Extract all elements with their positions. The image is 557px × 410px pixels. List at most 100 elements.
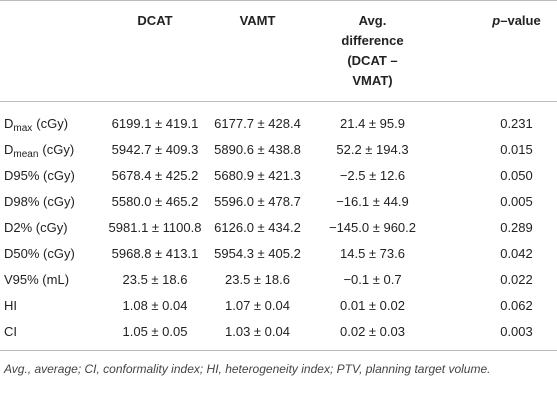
cell-text: −2.5 ± 12.6 — [339, 167, 406, 183]
table-cell: −16.1 ± 44.9 — [305, 188, 440, 214]
table-cell: −2.5 ± 12.6 — [305, 162, 440, 188]
table-cell: 5890.6 ± 438.8 — [210, 136, 305, 162]
table-row: D50% (cGy) 5968.8 ± 413.1 5954.3 ± 405.2 14… — [0, 240, 557, 266]
table-cell: 0.02 ± 0.03 — [305, 318, 440, 351]
cell-text: 0.062 — [500, 297, 533, 313]
cell-text: 5890.6 ± 438.8 — [214, 141, 301, 157]
table-cell: 14.5 ± 73.6 — [305, 240, 440, 266]
cell-text: −0.1 ± 0.7 — [343, 271, 402, 287]
table-cell: 6177.7 ± 428.4 — [210, 102, 305, 137]
header-text: Avg. difference (DCAT – VMAT) — [341, 13, 404, 88]
cell-text: 1.07 ± 0.04 — [225, 297, 290, 313]
table-row: D2% (cGy) 5981.1 ± 1100.8 6126.0 ± 434.2 −1… — [0, 214, 557, 240]
label-subscript: max — [13, 122, 33, 134]
table-cell: 0.022 — [440, 266, 557, 292]
cell-text: 0.231 — [500, 115, 533, 131]
row-label: D2% (cGy) — [0, 214, 100, 240]
row-label: D98% (cGy) — [0, 188, 100, 214]
table-cell: 5680.9 ± 421.3 — [210, 162, 305, 188]
cell-text: 1.08 ± 0.04 — [122, 297, 188, 313]
header-text: DCAT — [137, 13, 173, 28]
table-cell: 1.05 ± 0.05 — [100, 318, 210, 351]
cell-text: D50% (cGy) — [4, 245, 75, 261]
cell-text: 0.003 — [500, 323, 533, 339]
cell-text: 23.5 ± 18.6 — [225, 271, 290, 287]
table-cell: 21.4 ± 95.9 — [305, 102, 440, 137]
cell-text: 5680.9 ± 421.3 — [214, 167, 301, 183]
header-cell: p–value — [440, 0, 557, 102]
table-cell: 6199.1 ± 419.1 — [100, 102, 210, 137]
cell-text: 6126.0 ± 434.2 — [214, 219, 301, 235]
cell-text: −16.1 ± 44.9 — [336, 193, 409, 209]
table: DCAT VAMT Avg. difference (DCAT – VMAT) … — [0, 0, 557, 351]
table-cell: 0.289 — [440, 214, 557, 240]
row-label: D95% (cGy) — [0, 162, 100, 188]
cell-text: 5954.3 ± 405.2 — [214, 245, 301, 261]
table-cell: 1.07 ± 0.04 — [210, 292, 305, 318]
cell-text: 0.289 — [500, 219, 533, 235]
cell-text: 5580.0 ± 465.2 — [111, 193, 199, 209]
cell-text: 5678.4 ± 425.2 — [111, 167, 199, 183]
table-cell: 5678.4 ± 425.2 — [100, 162, 210, 188]
table-row: HI 1.08 ± 0.04 1.07 ± 0.04 0.01 ± 0.02 0.062 — [0, 292, 557, 318]
table-row: Dmax (cGy) 6199.1 ± 419.1 6177.7 ± 428.4 21.… — [0, 102, 557, 137]
header-cell: Avg. difference (DCAT – VMAT) — [305, 0, 440, 102]
cell-text: 1.05 ± 0.05 — [122, 323, 188, 339]
cell-text: D95% (cGy) — [4, 167, 75, 183]
label-base: D — [4, 141, 14, 157]
table-cell: 5580.0 ± 465.2 — [100, 188, 210, 214]
cell-text: 6199.1 ± 419.1 — [111, 115, 199, 131]
row-label: HI — [0, 292, 100, 318]
header-text: VAMT — [239, 13, 276, 28]
cell-text: 0.015 — [500, 141, 533, 157]
cell-text: 0.005 — [500, 193, 533, 209]
table-cell: 23.5 ± 18.6 — [100, 266, 210, 292]
table-row: V95% (mL) 23.5 ± 18.6 23.5 ± 18.6 −0.1 ± 0.… — [0, 266, 557, 292]
table-row: D98% (cGy) 5580.0 ± 465.2 5596.0 ± 478.7 −1… — [0, 188, 557, 214]
table-cell: 52.2 ± 194.3 — [305, 136, 440, 162]
header-cell: VAMT — [210, 0, 305, 102]
header-text: p — [492, 13, 501, 28]
table-row: Dmean (cGy) 5942.7 ± 409.3 5890.6 ± 438.8 52… — [0, 136, 557, 162]
table-cell: 0.231 — [440, 102, 557, 137]
row-label: CI — [0, 318, 100, 351]
table-cell: 0.015 — [440, 136, 557, 162]
cell-text: 52.2 ± 194.3 — [336, 141, 409, 157]
cell-text: HI — [4, 297, 17, 313]
table-row: D95% (cGy) 5678.4 ± 425.2 5680.9 ± 421.3 −2… — [0, 162, 557, 188]
table-cell: 5981.1 ± 1100.8 — [100, 214, 210, 240]
cell-text: 0.050 — [500, 167, 533, 183]
header-cell — [0, 0, 100, 102]
cell-text: 21.4 ± 95.9 — [340, 115, 405, 131]
table-cell: 6126.0 ± 434.2 — [210, 214, 305, 240]
table-cell: 5596.0 ± 478.7 — [210, 188, 305, 214]
label-unit: (cGy) — [36, 115, 69, 131]
footnote: Avg., average; CI, conformality index; H… — [4, 362, 491, 376]
header-row: DCAT VAMT Avg. difference (DCAT – VMAT) … — [0, 0, 557, 102]
row-label: V95% (mL) — [0, 266, 100, 292]
row-label: D50% (cGy) — [0, 240, 100, 266]
table-container: DCAT VAMT Avg. difference (DCAT – VMAT) … — [0, 0, 557, 376]
cell-text: 1.03 ± 0.04 — [225, 323, 290, 339]
cell-text: D2% (cGy) — [4, 219, 68, 235]
table-cell: 0.003 — [440, 318, 557, 351]
cell-text: D98% (cGy) — [4, 193, 75, 209]
label-unit: (cGy) — [42, 141, 75, 157]
table-body: Dmax (cGy) 6199.1 ± 419.1 6177.7 ± 428.4 21.… — [0, 102, 557, 351]
cell-text: −145.0 ± 960.2 — [328, 219, 416, 235]
table-cell: −0.1 ± 0.7 — [305, 266, 440, 292]
label-subscript: mean — [13, 148, 39, 160]
cell-text: CI — [4, 323, 17, 339]
table-cell: 0.01 ± 0.02 — [305, 292, 440, 318]
header-text: –value — [500, 13, 541, 28]
cell-text: 5942.7 ± 409.3 — [111, 141, 199, 157]
table-head: DCAT VAMT Avg. difference (DCAT – VMAT) … — [0, 0, 557, 102]
row-label: Dmax (cGy) — [0, 102, 100, 137]
table-cell: 0.050 — [440, 162, 557, 188]
table-row: CI 1.05 ± 0.05 1.03 ± 0.04 0.02 ± 0.03 0.003 — [0, 318, 557, 351]
table-cell: 5954.3 ± 405.2 — [210, 240, 305, 266]
table-cell: 1.03 ± 0.04 — [210, 318, 305, 351]
table-cell: 1.08 ± 0.04 — [100, 292, 210, 318]
table-cell: −145.0 ± 960.2 — [305, 214, 440, 240]
